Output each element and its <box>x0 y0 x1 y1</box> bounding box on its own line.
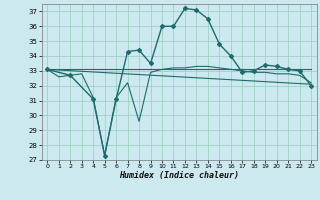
X-axis label: Humidex (Indice chaleur): Humidex (Indice chaleur) <box>119 171 239 180</box>
